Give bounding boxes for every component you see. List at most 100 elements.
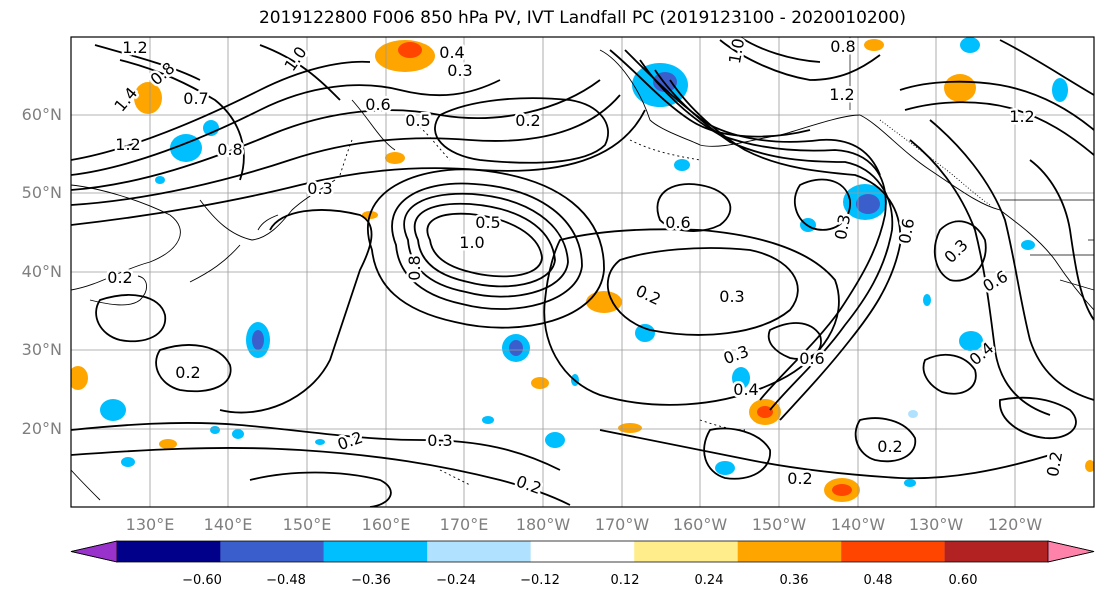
shade-positive [944,74,976,102]
contour-label: 0.2 [1043,450,1066,478]
shade-negative [960,37,980,53]
contour-label: 0.2 [515,111,540,130]
colorbar-swatch [530,541,635,562]
shade-negative [959,331,983,351]
shade-positive [159,439,177,449]
lon-label: 150°W [751,515,807,534]
contour-label: 0.2 [514,472,544,499]
shade-positive [531,377,549,389]
contour-label: 0.3 [721,342,751,369]
contour-label: 0.3 [719,287,744,306]
shade-positive [134,82,162,114]
colorbar-tick-label: −0.60 [182,573,222,588]
lat-label: 40°N [21,262,62,281]
lon-label: 170°W [594,515,650,534]
contour-label: 0.2 [175,363,200,382]
colorbar-swatch [944,541,1048,562]
shade-negative [509,340,523,356]
lon-label: 180°W [515,515,571,534]
lat-label: 30°N [21,340,62,359]
colorbar-tick-label: −0.24 [436,573,476,588]
shade-negative [210,426,220,434]
contour-label: 0.7 [183,89,208,108]
shade-positive [618,423,642,433]
colorbar-swatch [737,541,842,562]
colorbar-swatch [634,541,738,562]
colorbar-swatch [220,541,324,562]
contour-label: 1.2 [122,38,147,57]
contour-label: 0.3 [831,213,854,241]
lon-label: 140°E [203,515,253,534]
contour-label: 0.3 [447,61,472,80]
shade-positive [398,42,422,58]
shade-positive [586,291,622,313]
colorbar-tick-label: 0.24 [694,573,724,588]
contour-label: 1.2 [115,135,140,154]
contour-label: 0.8 [217,140,242,159]
shade-negative [1052,78,1068,102]
contour-label: 0.3 [307,179,332,198]
colorbar-swatch [323,541,428,562]
colorbar-outline [70,540,1095,563]
shade-negative [315,439,325,445]
lat-label: 60°N [21,105,62,124]
lon-label: 130°E [125,515,175,534]
colorbar-tick-label: −0.12 [520,573,560,588]
contour-label: 0.2 [877,437,902,456]
colorbar [70,540,1095,563]
shade-negative [732,367,750,389]
contour-label: 0.3 [940,235,971,266]
contour-label: 0.3 [427,431,452,450]
contour-label: 1.2 [829,85,854,104]
shade-positive [1085,460,1094,472]
shade-negative [904,479,916,487]
shade-negative [100,399,126,421]
shade-positive [385,152,405,164]
lon-label: 120°W [987,515,1043,534]
contour-label: 0.6 [365,95,390,114]
colorbar-tick-label: 0.12 [610,573,640,588]
shade-positive [864,39,884,51]
shade-negative [1021,240,1035,250]
shade-negative [923,294,931,306]
contour-label: 0.2 [335,428,365,455]
shade-negative [482,416,494,424]
lon-label: 160°W [672,515,728,534]
colorbar-tick-label: 0.48 [863,573,893,588]
shade-negative [232,429,244,439]
contour-label: 0.2 [107,268,132,287]
colorbar-tick-label: 0.60 [948,573,978,588]
colorbar-tick-label: 0.36 [779,573,809,588]
colorbar-tick-label: −0.36 [351,573,391,588]
shade-positive [757,406,773,418]
contour-label: 1.0 [725,37,748,65]
shade-negative [715,461,735,475]
contour-label: 0.8 [405,255,424,280]
contour-label: 0.4 [733,380,758,399]
contour-label: 1.2 [1009,107,1034,126]
shade-negative [155,176,165,184]
shade-negative [252,330,264,350]
contour-label: 0.5 [475,213,500,232]
contour-label: 0.6 [665,213,690,232]
coastlines [71,37,1094,501]
lon-label: 140°W [830,515,886,534]
shade-negative [856,194,880,214]
lat-label: 50°N [21,183,62,202]
contour-label: 0.2 [787,469,812,488]
lat-label: 20°N [21,419,62,438]
colorbar-tick-label: −0.48 [266,573,306,588]
contour-label: 0.5 [405,111,430,130]
contour-label: 0.6 [895,217,918,245]
shade-positive [71,366,88,390]
contour-label: 1.4 [110,84,141,116]
shade-positive [832,484,852,496]
map-frame [70,36,1095,508]
lon-label: 130°W [908,515,964,534]
contour-label: 1.0 [459,233,484,252]
contour-label: 0.8 [830,37,855,56]
map-title: 2019122800 F006 850 hPa PV, IVT Landfall… [258,8,906,28]
lon-label: 170°E [439,515,489,534]
shade-negative [908,410,918,418]
